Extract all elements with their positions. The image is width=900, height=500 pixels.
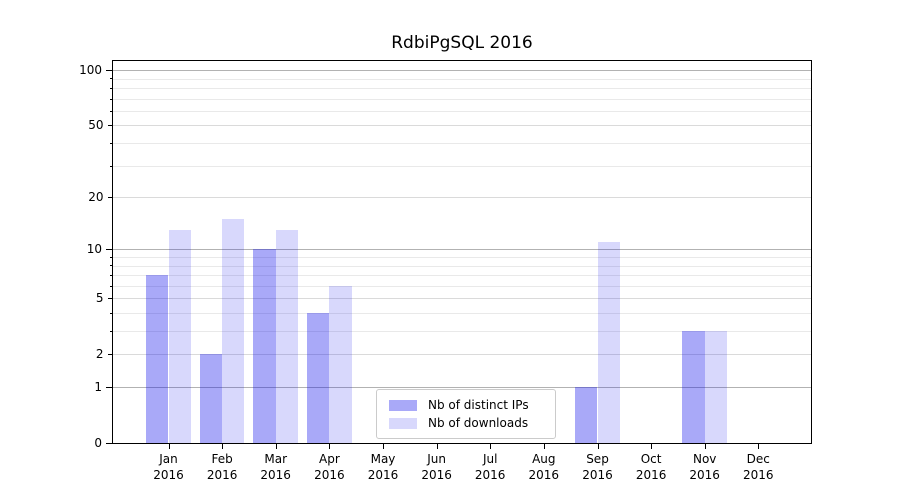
gridline-1 xyxy=(113,387,811,388)
x-tick-mark-sep xyxy=(597,444,599,449)
bar-distinct-ips-mar xyxy=(253,249,276,443)
gridline-minor-4 xyxy=(113,312,811,314)
legend-label-downloads: Nb of downloads xyxy=(428,416,529,430)
y-tick-mark-minor-30 xyxy=(109,166,112,167)
y-tick-mark-minor-80 xyxy=(109,88,112,89)
y-tick-label-0: 0 xyxy=(94,436,102,450)
gridline-10 xyxy=(113,249,811,251)
y-tick-label-2: 2 xyxy=(95,347,104,362)
y-tick-mark-minor-6 xyxy=(109,286,112,287)
bar-downloads-jan xyxy=(168,229,191,443)
gridline-minor-3 xyxy=(113,331,811,332)
bar-downloads-nov xyxy=(704,331,728,443)
x-tick-mark-jul xyxy=(490,444,492,449)
x-tick-label-nov: Nov 2016 xyxy=(689,452,720,482)
gridline-minor-90 xyxy=(113,78,811,80)
legend-swatch-distinct-ips xyxy=(389,399,417,411)
gridline-100 xyxy=(113,70,811,72)
y-tick-mark-0 xyxy=(106,443,112,444)
y-tick-mark-100 xyxy=(106,70,112,71)
gridline-50 xyxy=(113,125,811,127)
y-tick-mark-minor-8 xyxy=(109,265,112,266)
bar-distinct-ips-nov xyxy=(682,331,705,443)
x-tick-mark-feb xyxy=(222,444,224,449)
y-tick-mark-2 xyxy=(107,354,112,355)
y-tick-mark-1 xyxy=(106,387,112,388)
gridline-minor-40 xyxy=(113,142,811,144)
x-tick-mark-nov xyxy=(704,444,706,449)
y-tick-mark-20 xyxy=(107,197,112,198)
y-tick-label-20: 20 xyxy=(88,190,104,204)
bar-downloads-feb xyxy=(222,219,245,443)
x-tick-label-apr: Apr 2016 xyxy=(314,452,345,482)
x-tick-mark-dec xyxy=(758,444,760,449)
y-tick-mark-minor-70 xyxy=(109,99,112,100)
legend: Nb of distinct IPs Nb of downloads xyxy=(376,389,556,439)
bar-downloads-mar xyxy=(275,229,299,443)
bar-distinct-ips-feb xyxy=(199,354,223,443)
x-tick-label-aug: Aug 2016 xyxy=(528,452,560,482)
gridline-5 xyxy=(113,298,811,300)
bar-distinct-ips-apr xyxy=(307,312,330,443)
x-tick-mark-may xyxy=(383,444,384,449)
x-tick-label-feb: Feb 2016 xyxy=(206,452,238,482)
gridline-minor-80 xyxy=(113,87,811,89)
y-tick-mark-minor-3 xyxy=(109,331,112,332)
y-tick-mark-minor-60 xyxy=(109,111,112,112)
bar-distinct-ips-jan xyxy=(146,275,169,443)
x-tick-mark-mar xyxy=(275,444,277,449)
y-tick-label-100: 100 xyxy=(79,63,102,78)
bar-downloads-sep xyxy=(597,242,620,443)
legend-item-downloads: Nb of downloads xyxy=(385,414,547,432)
gridline-minor-7 xyxy=(113,275,811,276)
y-tick-mark-minor-40 xyxy=(109,143,112,144)
x-tick-label-jul: Jul 2016 xyxy=(474,452,506,482)
plot-canvas xyxy=(113,61,811,443)
x-tick-label-sep: Sep 2016 xyxy=(582,452,613,482)
x-tick-label-oct: Oct 2016 xyxy=(635,452,667,482)
x-tick-label-may: May 2016 xyxy=(367,452,399,482)
x-tick-mark-jan xyxy=(168,444,170,449)
gridline-minor-30 xyxy=(113,165,811,167)
x-tick-mark-aug xyxy=(543,444,545,449)
x-tick-mark-apr xyxy=(329,444,331,449)
gridline-minor-9 xyxy=(113,256,811,258)
y-tick-mark-5 xyxy=(107,298,112,299)
x-tick-label-dec: Dec 2016 xyxy=(743,452,774,482)
y-tick-label-50: 50 xyxy=(88,118,104,133)
legend-item-distinct-ips: Nb of distinct IPs xyxy=(385,396,547,414)
y-tick-mark-minor-4 xyxy=(109,313,112,314)
x-tick-label-jun: Jun 2016 xyxy=(421,452,452,482)
x-tick-mark-jun xyxy=(436,444,438,449)
y-tick-label-1: 1 xyxy=(94,380,102,394)
y-tick-mark-50 xyxy=(107,125,112,126)
x-tick-label-jan: Jan 2016 xyxy=(153,452,184,482)
y-tick-label-10: 10 xyxy=(86,242,102,257)
legend-label-distinct-ips: Nb of distinct IPs xyxy=(428,398,529,412)
plot-area xyxy=(112,60,812,444)
x-tick-mark-oct xyxy=(651,444,653,449)
gridline-minor-70 xyxy=(113,98,811,100)
gridline-minor-60 xyxy=(113,110,811,112)
x-tick-label-mar: Mar 2016 xyxy=(260,452,291,482)
gridline-minor-8 xyxy=(113,265,811,267)
y-tick-label-5: 5 xyxy=(95,291,104,306)
chart-title: RdbiPgSQL 2016 xyxy=(391,33,533,53)
gridline-20 xyxy=(113,197,811,198)
bar-downloads-apr xyxy=(329,285,352,443)
bar-distinct-ips-sep xyxy=(575,387,598,443)
legend-swatch-downloads xyxy=(389,417,417,429)
y-tick-mark-minor-90 xyxy=(109,78,112,79)
gridline-2 xyxy=(113,354,811,356)
y-tick-mark-minor-7 xyxy=(109,275,112,276)
y-tick-mark-10 xyxy=(106,249,112,250)
y-tick-mark-minor-9 xyxy=(109,257,112,258)
gridline-minor-6 xyxy=(113,285,811,287)
